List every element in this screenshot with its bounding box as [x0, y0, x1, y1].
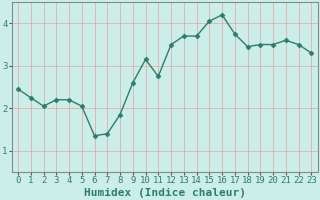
X-axis label: Humidex (Indice chaleur): Humidex (Indice chaleur) [84, 188, 246, 198]
